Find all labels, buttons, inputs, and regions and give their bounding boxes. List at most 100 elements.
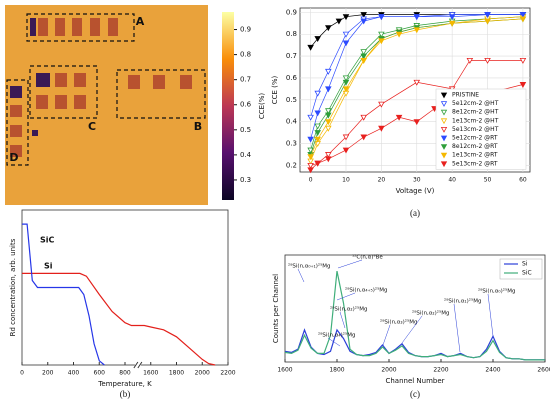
legend-label: 5e12cm-2 @RT bbox=[452, 135, 498, 142]
marker bbox=[413, 14, 421, 21]
annotation: ²⁸Si(n,α₃)²⁵Mg bbox=[380, 319, 417, 326]
axis-break-mark bbox=[137, 361, 143, 369]
marker bbox=[307, 154, 314, 161]
marker bbox=[335, 18, 343, 25]
marker bbox=[378, 14, 385, 21]
marker bbox=[325, 86, 332, 93]
heatmap-image bbox=[5, 5, 208, 205]
colorbar-tick-label: 0.6 bbox=[240, 101, 252, 109]
x-tick-label: 2200 bbox=[220, 370, 235, 377]
legend-marker bbox=[440, 152, 448, 159]
y-tick-label: 0.5 bbox=[286, 96, 297, 104]
panel-label: (a) bbox=[410, 208, 420, 218]
marker bbox=[325, 25, 332, 32]
x-tick-label: 50 bbox=[484, 177, 492, 184]
legend-label: 5e13cm-2 @RT bbox=[452, 160, 498, 167]
x-tick-label: 2000 bbox=[195, 370, 210, 377]
marker bbox=[342, 79, 350, 86]
legend-marker bbox=[440, 161, 448, 168]
plot-frame bbox=[284, 254, 546, 363]
series-line bbox=[310, 14, 523, 118]
colorbar-tick-label: 0.7 bbox=[240, 76, 251, 84]
marker bbox=[325, 112, 332, 119]
x-tick-label: 1600 bbox=[143, 370, 158, 377]
colorbar-tick-label: 0.5 bbox=[240, 126, 251, 134]
annotation: ²⁸Si(n,α₀₊₁)²⁵Mg bbox=[288, 263, 331, 270]
annotation: ²⁸Si(n,α₂)²⁵Mg bbox=[330, 306, 367, 313]
x-tick-label: 10 bbox=[342, 177, 350, 184]
marker bbox=[466, 58, 474, 64]
marker bbox=[314, 36, 321, 43]
marker bbox=[395, 114, 403, 121]
series-label: SiC bbox=[40, 236, 55, 245]
annotation-arrow bbox=[453, 303, 461, 353]
series-line bbox=[22, 223, 105, 366]
colorbar-tick-label: 0.3 bbox=[240, 176, 251, 184]
series-label: Si bbox=[44, 262, 53, 271]
marker bbox=[307, 114, 314, 121]
annotation-arrow bbox=[327, 337, 341, 347]
colorbar-tick-label: 0.8 bbox=[240, 51, 251, 59]
marker bbox=[342, 14, 350, 21]
legend-label: 1e13cm-2 @RT bbox=[452, 152, 498, 159]
annotation: ²⁸Si(n,α₂)²⁵Mg bbox=[412, 310, 449, 317]
legend-label: SiC bbox=[522, 270, 532, 277]
marker bbox=[307, 44, 314, 51]
y-tick-label: 0.7 bbox=[286, 52, 297, 60]
marker bbox=[484, 18, 491, 25]
axis-break bbox=[134, 361, 141, 369]
marker bbox=[342, 86, 350, 93]
marker bbox=[325, 125, 332, 132]
region-label: D bbox=[9, 151, 18, 164]
legend-box bbox=[499, 258, 543, 280]
marker bbox=[360, 18, 367, 25]
region-label: B bbox=[194, 120, 202, 133]
annotation-arrow bbox=[487, 293, 494, 337]
annotation: ¹²C(n,α)⁹Be bbox=[352, 254, 383, 261]
region-label: C bbox=[88, 120, 96, 133]
marker bbox=[314, 123, 321, 130]
legend-marker bbox=[440, 135, 448, 142]
marker bbox=[519, 12, 527, 18]
marker bbox=[484, 58, 491, 64]
annotation-arrow bbox=[336, 292, 356, 301]
annotation: ²⁸Si(n,α₄)²⁵Mg bbox=[318, 332, 355, 339]
plot-frame bbox=[299, 7, 531, 173]
marker bbox=[360, 134, 367, 141]
marker bbox=[448, 14, 456, 21]
x-tick-label: 1600 bbox=[277, 367, 292, 374]
x-tick-label: 600 bbox=[94, 370, 106, 377]
panel-label: (b) bbox=[120, 389, 131, 399]
legend-marker bbox=[440, 144, 448, 150]
legend-marker bbox=[440, 101, 448, 107]
x-tick-label: 200 bbox=[42, 370, 54, 377]
legend-label: PRISTINE bbox=[452, 92, 479, 99]
y-tick-label: 0.6 bbox=[286, 74, 298, 82]
x-tick-label: 60 bbox=[519, 177, 527, 184]
marker bbox=[325, 68, 332, 75]
marker bbox=[413, 79, 421, 86]
y-tick-label: 0.4 bbox=[286, 118, 298, 126]
marker bbox=[342, 147, 350, 154]
legend-marker bbox=[440, 127, 448, 133]
legend-box bbox=[435, 88, 527, 170]
marker bbox=[325, 152, 332, 158]
marker bbox=[378, 31, 385, 38]
marker bbox=[314, 90, 321, 97]
annotation: ²⁸Si(n,α₁)²⁵Mg bbox=[444, 298, 481, 305]
x-axis-label: Channel Number bbox=[385, 377, 444, 385]
marker bbox=[314, 110, 321, 117]
marker bbox=[378, 38, 385, 45]
marker bbox=[360, 114, 367, 121]
panel-label: (c) bbox=[410, 389, 420, 399]
colorbar bbox=[222, 12, 234, 200]
x-tick-label: 1800 bbox=[169, 370, 184, 377]
annotation-arrow bbox=[337, 259, 363, 269]
legend-marker bbox=[440, 118, 448, 125]
marker bbox=[314, 136, 321, 143]
x-axis-label: Temperature, K bbox=[97, 380, 152, 388]
x-tick-label: 2200 bbox=[433, 367, 448, 374]
legend-label: 8e12cm-2 @RT bbox=[452, 143, 498, 150]
x-tick-label: 400 bbox=[68, 370, 80, 377]
legend-marker bbox=[440, 92, 448, 99]
